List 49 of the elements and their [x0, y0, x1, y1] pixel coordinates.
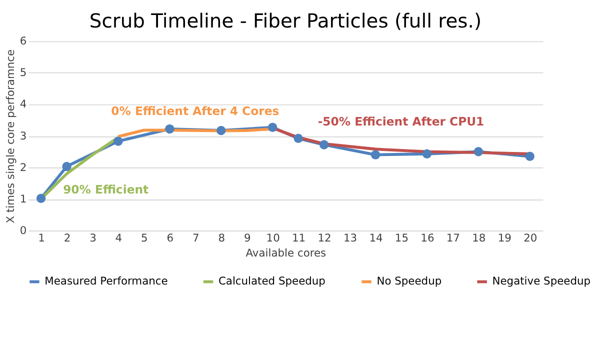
x-tick-label: 12 — [318, 232, 332, 245]
x-tick-label: 4 — [115, 232, 122, 245]
point — [422, 149, 432, 158]
point — [319, 140, 329, 150]
x-tick-label: 1 — [38, 232, 45, 245]
y-tick-label: 5 — [20, 66, 27, 80]
point — [114, 136, 123, 146]
annotation: 0% Efficient After 4 Cores — [111, 104, 280, 118]
point — [268, 122, 278, 132]
point — [370, 150, 380, 160]
x-tick-label: 8 — [218, 232, 226, 245]
annotation: -50% Efficient After CPU1 — [318, 114, 484, 129]
x-tick-label: 2 — [64, 232, 71, 245]
point — [294, 134, 303, 143]
x-tick-label: 6 — [166, 232, 174, 245]
legend-label: Calculated Speedup — [218, 274, 326, 288]
x-tick-label: 10 — [266, 232, 280, 245]
x-tick-label: 18 — [472, 232, 486, 245]
y-tick-label: 4 — [20, 98, 27, 111]
chart-title: Scrub Timeline - Fiber Particles (full res.) — [89, 10, 482, 33]
x-tick-label: 11 — [292, 232, 306, 245]
point — [36, 194, 46, 203]
legend-label: No Speedup — [376, 274, 442, 288]
y-tick-label: 1 — [20, 192, 27, 206]
y-tick-label: 2 — [20, 160, 27, 174]
x-tick-label: 14 — [369, 232, 383, 245]
legend-label: Negative Speedup — [492, 274, 591, 288]
point — [216, 126, 226, 136]
x-tick-label: 7 — [192, 232, 200, 245]
point — [165, 124, 174, 134]
point — [525, 152, 534, 161]
x-tick-label: 19 — [498, 232, 512, 245]
x-tick-label: 5 — [141, 232, 148, 245]
y-tick-label: 0 — [20, 224, 27, 237]
annotation: 90% Efficient — [63, 182, 149, 197]
x-tick-label: 15 — [394, 232, 409, 245]
y-tick-label: 6 — [20, 34, 27, 48]
x-tick-label: 17 — [446, 232, 460, 245]
x-tick-label: 3 — [90, 232, 96, 245]
x-tick-label: 13 — [343, 232, 358, 245]
x-tick-label: 16 — [420, 232, 434, 245]
y-tick-label: 3 — [20, 129, 27, 142]
point — [62, 162, 72, 172]
x-tick-label: 20 — [524, 232, 538, 245]
x-tick-label: 9 — [244, 232, 251, 245]
x-axis-title: Available cores — [246, 246, 327, 260]
y-axis-title: X times single core perforamnce — [4, 49, 18, 224]
point — [474, 147, 484, 156]
legend-label: Measured Performance — [44, 274, 168, 288]
